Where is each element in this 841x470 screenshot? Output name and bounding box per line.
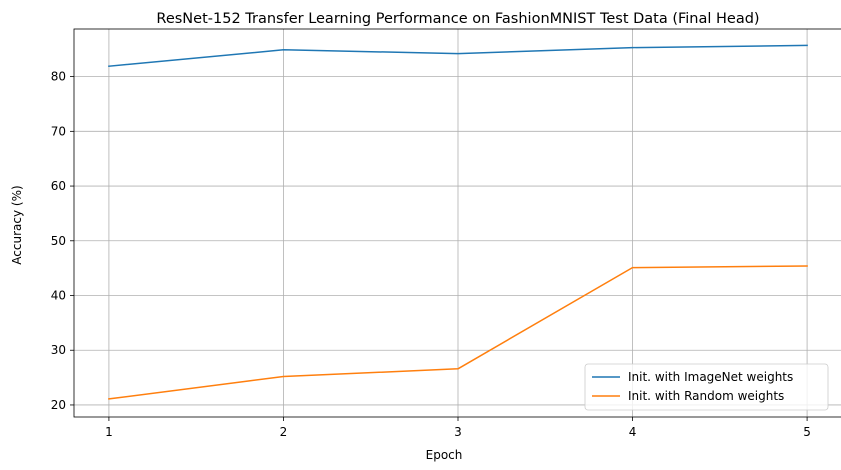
x-tick-label: 3: [454, 425, 462, 439]
chart-title: ResNet-152 Transfer Learning Performance…: [156, 11, 759, 27]
x-axis-label: Epoch: [426, 448, 463, 462]
x-tick-label: 1: [105, 425, 113, 439]
y-tick-label: 70: [51, 124, 66, 138]
y-axis-ticks: 20 30 40 50 60 70 80: [51, 70, 74, 412]
series-line-0: [108, 44, 808, 68]
x-axis-ticks: 1 2 3 4 5: [105, 417, 811, 439]
series-line-1: [108, 265, 808, 400]
y-tick-label: 40: [51, 289, 66, 303]
plot-frame: [73, 28, 841, 418]
y-tick-label: 20: [51, 398, 66, 412]
legend: Init. with ImageNet weights Init. with Ra…: [584, 363, 829, 411]
y-axis-label: Accuracy (%): [10, 185, 24, 264]
x-tick-label: 2: [280, 425, 288, 439]
y-tick-label: 50: [51, 234, 66, 248]
legend-label-1: Init. with Random weights: [628, 389, 784, 403]
series-lines: [108, 44, 808, 400]
grid: [74, 29, 841, 417]
x-tick-label: 4: [629, 425, 637, 439]
y-tick-label: 80: [51, 70, 66, 84]
y-tick-label: 60: [51, 179, 66, 193]
y-tick-label: 30: [51, 343, 66, 357]
legend-label-0: Init. with ImageNet weights: [628, 370, 793, 384]
x-tick-label: 5: [803, 425, 811, 439]
legend-box: [584, 363, 829, 411]
